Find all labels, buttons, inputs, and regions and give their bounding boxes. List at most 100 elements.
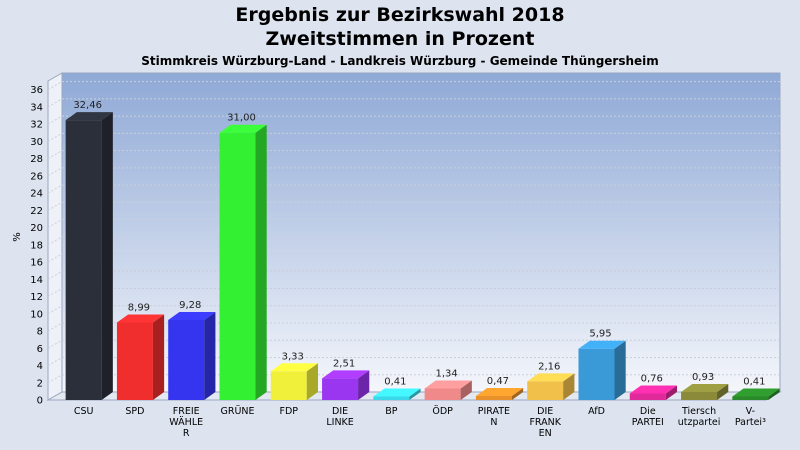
y-tick-label: 16	[30, 258, 43, 269]
bar-side	[255, 124, 267, 400]
value-label: 0,47	[487, 376, 509, 387]
bar-4	[270, 363, 318, 400]
category-label: PIRATE	[478, 406, 510, 417]
bar-front	[527, 381, 564, 400]
bar-10	[578, 340, 626, 400]
bar-11	[629, 385, 677, 400]
bar-top	[424, 380, 472, 389]
category-label: AfD	[588, 406, 605, 417]
category-label: FRANK	[529, 417, 561, 428]
bar-top	[373, 388, 421, 397]
gridline-side	[47, 305, 63, 315]
gridline-side	[47, 374, 63, 384]
category-label: WÄHLE	[169, 417, 203, 428]
bar-front	[681, 391, 718, 400]
bar-side	[101, 112, 113, 401]
y-tick-label: 20	[30, 223, 43, 234]
gridline-side	[47, 288, 63, 297]
category-label: N	[490, 417, 497, 428]
y-tick-label: 30	[30, 137, 43, 148]
category-label: R	[183, 428, 190, 439]
chart-title: Ergebnis zur Bezirkswahl 2018	[235, 4, 565, 26]
value-label: 2,51	[333, 358, 355, 369]
category-label: BP	[385, 406, 398, 417]
bar-9	[527, 373, 575, 400]
bar-top	[65, 112, 113, 121]
bar-front	[322, 378, 359, 400]
bar-top	[732, 388, 780, 397]
bar-front	[629, 393, 666, 400]
gridline-side	[47, 132, 63, 142]
bar-front	[168, 319, 205, 400]
value-label: 3,33	[282, 351, 304, 362]
bar-side	[614, 340, 626, 400]
bar-side	[460, 380, 472, 400]
bar-side	[204, 311, 216, 400]
value-label: 8,99	[128, 302, 150, 313]
bar-side	[717, 383, 729, 400]
value-label: 9,28	[179, 300, 201, 311]
chart-region-label: Stimmkreis Würzburg-Land - Landkreis Wür…	[141, 54, 659, 68]
value-label: 0,41	[384, 376, 406, 387]
y-tick-label: 14	[30, 275, 43, 286]
gridline-side	[47, 150, 63, 160]
gridline-side	[47, 115, 63, 125]
category-label: V-	[746, 406, 755, 417]
bar-top	[322, 370, 370, 379]
bar-top	[527, 373, 575, 382]
bar-front	[424, 388, 461, 400]
y-tick-label: 8	[37, 327, 43, 338]
y-axis-label: %	[12, 232, 23, 242]
bar-side	[563, 373, 575, 400]
bar-top	[168, 311, 216, 320]
gridline-side	[47, 201, 63, 211]
bar-top	[219, 124, 267, 133]
bar-side	[306, 363, 318, 400]
y-tick-label: 4	[37, 361, 43, 372]
bar-front	[116, 322, 153, 400]
bar-top	[578, 340, 626, 349]
y-tick-label: 22	[30, 206, 43, 217]
category-label: DIE	[332, 406, 348, 417]
value-label: 0,41	[743, 376, 765, 387]
bar-top	[629, 385, 677, 394]
gridline-side	[47, 270, 63, 280]
bar-front	[732, 396, 769, 400]
bar-5	[322, 370, 370, 400]
gridline-side	[47, 98, 63, 108]
y-tick-label: 0	[37, 396, 43, 407]
bar-2	[168, 311, 216, 400]
bar-7	[424, 380, 472, 400]
y-tick-label: 26	[30, 171, 43, 182]
y-tick-label: 24	[30, 189, 43, 200]
category-label: Partei³	[735, 417, 766, 428]
gridline-side	[47, 339, 63, 349]
y-tick-label: 2	[37, 378, 43, 389]
bar-1	[116, 314, 165, 400]
y-tick-label: 18	[30, 240, 43, 251]
value-label: 0,93	[692, 372, 714, 383]
category-label: ÖDP	[432, 406, 453, 417]
gridline-side	[47, 219, 63, 229]
category-label: LINKE	[326, 417, 353, 428]
plot-side-wall	[47, 72, 63, 401]
value-label: 2,16	[538, 361, 560, 372]
gridline-side	[47, 184, 63, 194]
category-label: CSU	[74, 406, 94, 417]
bar-0	[65, 112, 113, 401]
bar-front	[219, 132, 256, 400]
value-label: 0,76	[641, 373, 663, 384]
gridline-side	[47, 81, 63, 91]
bar-side	[358, 370, 370, 400]
y-tick-label: 12	[30, 292, 43, 303]
gridline-side	[47, 322, 63, 332]
bar-front	[475, 395, 512, 400]
bar-top	[270, 363, 318, 372]
bar-8	[475, 387, 524, 400]
value-label: 31,00	[227, 113, 256, 124]
bar-side	[665, 385, 677, 400]
category-label: utzpartei	[678, 417, 721, 428]
bar-3	[219, 124, 267, 400]
gridline-side	[47, 236, 63, 246]
